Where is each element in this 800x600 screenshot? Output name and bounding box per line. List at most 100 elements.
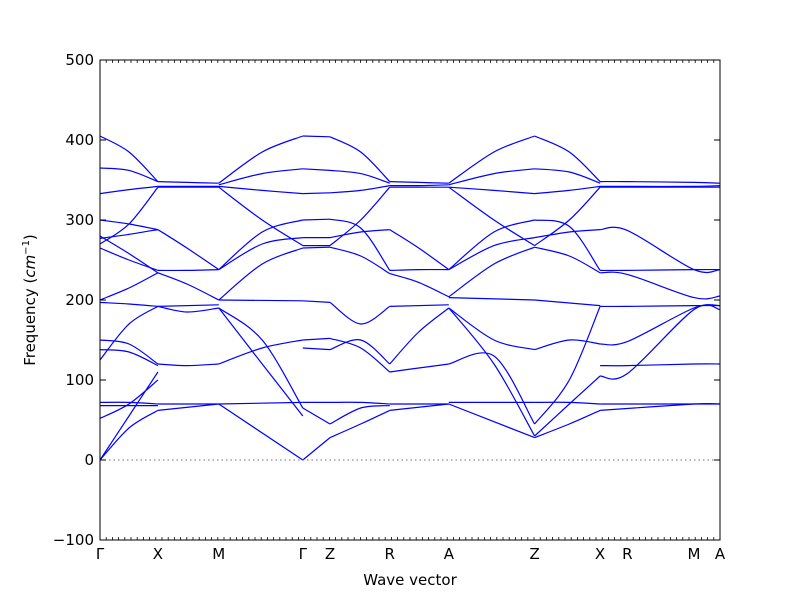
band-line-61 — [100, 272, 159, 301]
band-lines — [100, 135, 720, 461]
band-line-66 — [329, 301, 391, 325]
x-axis-label: Wave vector — [363, 571, 457, 589]
y-axis-label: Frequency (cm−1) — [21, 234, 39, 366]
x-tick-label: Γ — [96, 545, 105, 563]
x-tick-label: M — [687, 545, 700, 563]
band-line-6 — [218, 135, 304, 184]
band-line-52 — [448, 246, 535, 298]
band-line-47 — [389, 229, 450, 271]
band-line-24 — [600, 180, 720, 184]
band-line-15 — [389, 181, 449, 184]
x-tick-label: X — [153, 545, 163, 563]
band-line-36 — [218, 237, 303, 271]
band-line-98 — [100, 371, 159, 461]
band-line-112 — [448, 403, 535, 439]
band-line-18 — [448, 135, 535, 184]
x-tick-label: A — [715, 545, 726, 563]
band-line-87 — [448, 307, 536, 437]
band-line-101 — [218, 401, 303, 405]
band-line-33 — [157, 269, 219, 272]
band-line-35 — [218, 219, 303, 271]
band-line-51 — [448, 237, 535, 271]
y-tick-label: 100 — [65, 371, 94, 389]
band-line-97 — [100, 409, 159, 461]
band-line-28 — [100, 229, 158, 239]
band-line-71 — [100, 339, 159, 365]
y-axis-unit: cm — [21, 255, 39, 278]
band-line-88 — [534, 339, 601, 351]
band-line-43 — [329, 218, 391, 271]
band-line-11 — [302, 192, 331, 195]
band-line-78 — [218, 307, 304, 417]
band-line-0 — [100, 135, 159, 183]
band-line-12 — [329, 136, 391, 183]
band-line-22 — [534, 168, 601, 184]
band-line-45 — [329, 186, 391, 247]
band-line-81 — [329, 337, 391, 373]
band-line-59 — [600, 268, 720, 272]
band-line-31 — [100, 235, 159, 274]
band-line-56 — [534, 186, 601, 247]
band-line-9 — [302, 135, 331, 138]
band-line-72 — [100, 349, 159, 367]
band-line-53 — [448, 186, 535, 247]
band-line-65 — [302, 300, 331, 303]
band-line-84 — [389, 307, 450, 365]
band-line-77 — [218, 339, 303, 365]
band-line-48 — [389, 268, 449, 271]
y-tick-label: −100 — [53, 531, 94, 549]
band-line-8 — [218, 185, 303, 195]
y-axis-label-text: Frequency — [21, 288, 39, 366]
band-line-91 — [600, 304, 720, 346]
y-ticks: −100 0 100 200 300 400 500 — [53, 51, 720, 549]
band-line-14 — [329, 185, 390, 194]
band-line-86 — [448, 352, 536, 425]
band-line-62 — [100, 301, 158, 307]
band-line-55 — [534, 229, 601, 239]
band-line-89 — [534, 306, 601, 425]
y-tick-label: 300 — [65, 211, 94, 229]
band-line-10 — [302, 168, 331, 171]
band-line-100 — [157, 403, 219, 411]
band-line-74 — [157, 363, 219, 367]
y-tick-label: 500 — [65, 51, 94, 69]
band-line-2 — [100, 185, 158, 195]
band-line-3 — [157, 181, 219, 184]
x-tick-label: Z — [529, 545, 539, 563]
band-line-21 — [534, 135, 601, 183]
band-line-90 — [534, 375, 601, 437]
band-line-102 — [218, 403, 304, 461]
y-tick-label: 200 — [65, 291, 94, 309]
band-line-69 — [534, 299, 601, 307]
band-line-64 — [218, 299, 303, 302]
band-line-38 — [218, 186, 304, 247]
y-tick-label: 0 — [84, 451, 94, 469]
band-line-110 — [389, 403, 449, 411]
x-tick-label: Γ — [299, 545, 308, 563]
band-line-44 — [329, 229, 390, 239]
plot-frame — [99, 59, 721, 541]
band-line-104 — [302, 437, 331, 461]
x-tick-label: X — [595, 545, 605, 563]
band-line-96 — [100, 379, 159, 419]
band-line-76 — [218, 307, 304, 409]
band-line-113 — [534, 401, 601, 405]
band-line-80 — [302, 347, 331, 351]
band-line-54 — [534, 219, 601, 271]
band-line-1 — [100, 167, 159, 183]
band-line-63 — [157, 304, 219, 307]
band-line-106 — [329, 401, 390, 405]
x-tick-label: A — [444, 545, 455, 563]
band-line-20 — [448, 186, 535, 195]
band-line-34 — [157, 272, 220, 301]
band-line-85 — [448, 307, 535, 351]
band-line-83 — [389, 363, 449, 373]
band-line-105 — [302, 407, 331, 425]
band-line-107 — [329, 409, 390, 439]
x-tick-label: Z — [325, 545, 335, 563]
band-line-19 — [448, 168, 535, 186]
band-line-13 — [329, 169, 390, 184]
band-line-79 — [302, 337, 331, 341]
band-line-116 — [600, 402, 720, 411]
